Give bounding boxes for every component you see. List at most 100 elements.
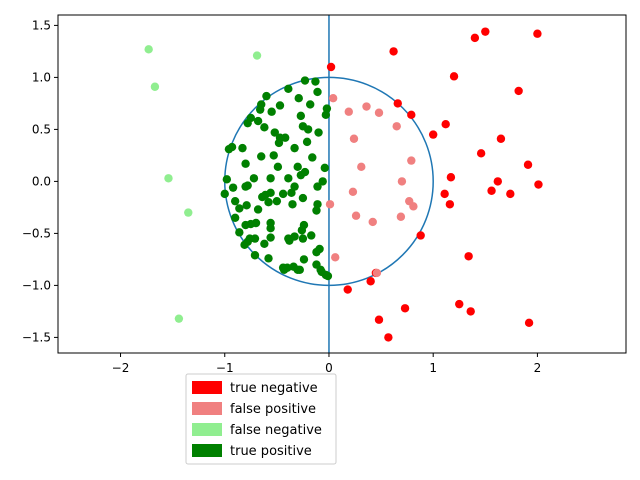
point-true-positive <box>298 234 308 243</box>
point-true-positive <box>320 163 330 173</box>
point-true-positive <box>273 162 283 172</box>
point-true-positive <box>296 111 306 121</box>
series-false-negative <box>144 45 262 323</box>
point-true-positive <box>297 226 307 235</box>
point-true-positive <box>240 240 249 250</box>
point-true-positive <box>315 244 324 254</box>
point-true-positive <box>241 159 250 168</box>
point-true-positive <box>284 84 293 94</box>
point-true-negative <box>440 189 449 199</box>
point-true-positive <box>224 144 234 154</box>
point-true-positive <box>253 205 263 214</box>
point-true-positive <box>264 254 273 263</box>
legend-swatch-true-negative <box>192 381 222 394</box>
point-true-positive <box>307 231 316 240</box>
point-false-positive <box>392 122 401 131</box>
legend-swatch-true-positive <box>192 444 222 457</box>
point-true-negative <box>446 173 456 182</box>
point-true-positive <box>287 188 296 198</box>
point-true-negative <box>524 318 534 328</box>
point-true-positive <box>306 100 315 109</box>
point-true-positive <box>293 162 302 172</box>
point-true-positive <box>272 196 282 206</box>
point-false-negative <box>144 45 153 54</box>
point-true-positive <box>250 234 260 243</box>
point-true-negative <box>393 99 402 108</box>
point-true-negative <box>464 252 473 261</box>
point-true-positive <box>298 193 308 203</box>
legend-swatch-false-negative <box>192 423 222 436</box>
point-true-positive <box>230 196 240 206</box>
point-true-negative <box>481 27 490 36</box>
x-tick-label: 2 <box>534 361 542 375</box>
y-tick-label: 0.0 <box>32 174 51 188</box>
legend-label-true-positive: true positive <box>230 444 312 459</box>
point-true-positive <box>255 105 265 114</box>
point-true-negative <box>466 307 475 316</box>
point-true-positive <box>266 224 275 233</box>
point-false-positive <box>349 134 359 143</box>
point-true-positive <box>238 143 247 153</box>
point-true-positive <box>313 182 322 191</box>
point-true-positive <box>242 201 251 210</box>
point-false-positive <box>357 162 366 172</box>
legend-swatch-false-positive <box>192 402 222 415</box>
y-tick-label: −1.0 <box>22 278 51 292</box>
point-true-positive <box>230 213 240 222</box>
point-true-positive <box>250 251 260 260</box>
point-true-positive <box>284 174 293 183</box>
point-false-positive <box>374 108 384 117</box>
point-true-positive <box>316 265 325 274</box>
point-true-positive <box>253 116 263 126</box>
point-true-positive <box>321 110 331 120</box>
point-true-positive <box>235 228 244 237</box>
point-true-positive <box>312 206 321 215</box>
point-false-negative <box>150 82 160 91</box>
point-false-positive <box>325 200 335 209</box>
point-true-negative <box>506 189 515 199</box>
point-true-positive <box>295 265 304 274</box>
point-true-positive <box>275 101 285 110</box>
point-true-negative <box>534 180 543 189</box>
point-true-positive <box>264 198 273 207</box>
point-true-negative <box>326 62 336 72</box>
x-tick-label: −2 <box>112 361 130 375</box>
point-true-positive <box>279 265 289 274</box>
x-axis: −2 −1 0 1 2 <box>112 353 542 375</box>
point-true-negative <box>416 231 425 240</box>
point-true-positive <box>258 192 267 202</box>
point-true-positive <box>285 236 294 245</box>
point-true-positive <box>302 137 312 147</box>
point-false-negative <box>174 314 184 323</box>
point-true-negative <box>366 277 375 286</box>
point-true-positive <box>288 200 297 209</box>
point-false-positive <box>351 211 361 220</box>
point-true-negative <box>374 315 384 324</box>
x-tick-label: 1 <box>429 361 437 375</box>
point-true-positive <box>266 233 275 242</box>
series-false-positive <box>325 94 418 278</box>
x-tick-label: −1 <box>216 361 234 375</box>
point-true-positive <box>322 104 332 113</box>
point-true-negative <box>470 33 480 43</box>
point-false-negative <box>252 51 262 60</box>
y-tick-label: 1.5 <box>32 18 51 32</box>
point-true-negative <box>428 130 438 139</box>
y-tick-label: −1.5 <box>22 330 51 344</box>
point-true-positive <box>313 200 322 209</box>
point-false-positive <box>344 107 353 116</box>
point-true-positive <box>278 189 288 199</box>
point-true-negative <box>476 149 486 158</box>
point-true-negative <box>514 86 523 96</box>
point-false-negative <box>184 208 193 217</box>
point-true-positive <box>274 138 284 148</box>
x-tick-label: 0 <box>325 361 333 375</box>
point-true-negative <box>441 120 450 129</box>
series-true-positive <box>220 76 333 281</box>
point-true-positive <box>246 113 256 123</box>
point-true-positive <box>222 175 232 184</box>
point-true-positive <box>323 271 333 281</box>
legend-label-true-negative: true negative <box>230 381 318 396</box>
point-true-positive <box>262 91 271 101</box>
point-true-negative <box>493 177 503 186</box>
